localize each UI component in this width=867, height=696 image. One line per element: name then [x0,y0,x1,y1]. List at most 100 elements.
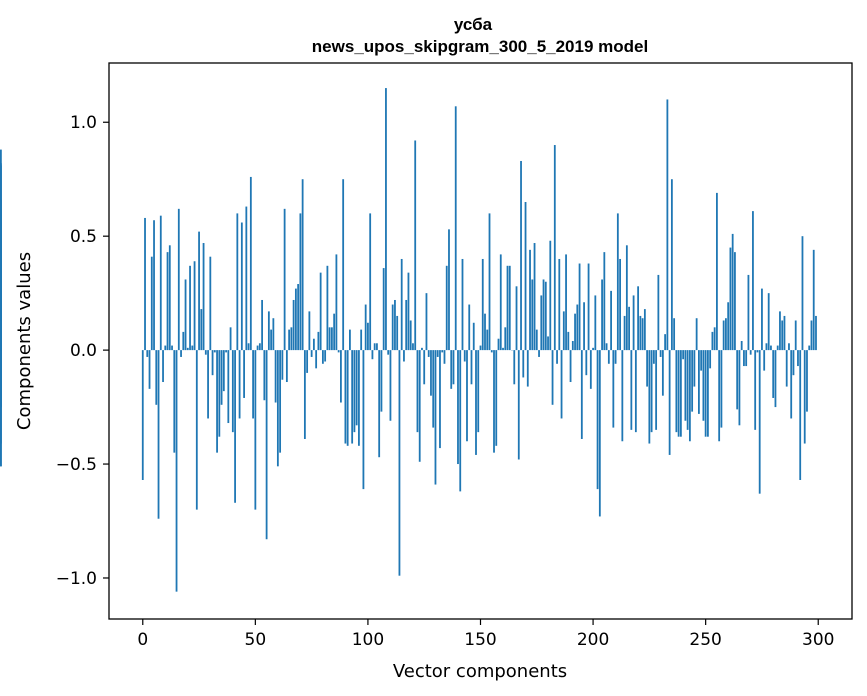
bar-115 [400,258,403,351]
bar-13 [171,345,173,351]
bar-261 [729,247,732,351]
bar-281 [774,350,777,408]
bar-99 [364,304,367,351]
bar-224 [646,350,649,387]
bar-60 [276,350,279,467]
bar-210 [614,350,617,364]
bar-158 [497,338,500,351]
bar-236 [673,318,676,351]
bar-113 [396,315,399,351]
bar-46 [245,206,248,351]
bar-251 [707,350,709,437]
bar-203 [598,350,601,517]
bar-53 [261,299,263,351]
x-tick-label: 100 [352,630,384,650]
bar-199 [589,350,592,389]
bar-187 [562,311,565,351]
bar-39 [229,327,232,351]
bar-165 [513,350,516,385]
bar-269 [747,274,750,351]
bar-299 [815,315,817,351]
bar-118 [407,272,410,351]
bar-undefined [0,350,2,467]
y-axis-label: Components values [14,252,35,430]
bar-249 [702,350,705,421]
bar-17 [180,350,182,357]
bar-41 [234,350,236,503]
bar-91 [346,350,349,446]
bar-267 [743,350,745,367]
bar-78 [317,331,320,351]
bar-65 [288,329,291,351]
bar-4 [150,256,153,351]
bar-159 [499,254,502,351]
bar-212 [619,258,621,351]
bar-154 [488,213,491,351]
bar-172 [529,249,531,351]
bar-101 [369,213,372,351]
bar-92 [349,329,351,351]
bar-292 [799,350,802,480]
bar-63 [283,208,286,351]
bar-45 [243,350,245,398]
bar-15 [175,350,178,592]
bar-138 [452,350,455,385]
bar-111 [391,304,394,351]
bar-155 [490,350,493,353]
bar-81 [324,350,327,362]
bar-61 [279,350,282,453]
bar-197 [585,350,588,376]
bar-151 [481,258,484,351]
bar-274 [758,350,761,494]
bar-223 [643,309,646,351]
bar-237 [675,350,678,433]
bar-88 [340,350,342,403]
bar-80 [321,350,324,364]
bar-136 [448,229,450,351]
bar-213 [621,350,624,442]
bar-181 [549,240,552,351]
bar-227 [652,350,655,364]
bar-178 [542,279,545,351]
bar-179 [544,281,547,351]
bar-86 [335,254,338,351]
bar-139 [454,106,457,351]
bar-202 [596,350,599,490]
bar-6 [155,350,158,405]
bar-160 [502,347,504,351]
bar-279 [770,345,772,351]
bar-280 [772,350,775,398]
bar-177 [540,295,543,351]
bar-191 [571,341,574,351]
bar-120 [412,343,414,351]
bar-96 [358,350,360,446]
bar-116 [403,350,405,362]
bar-146 [470,350,473,385]
bar-174 [533,243,536,351]
bar-11 [166,252,169,351]
bar-225 [648,350,651,444]
bar-132 [439,350,441,449]
bar-85 [333,313,336,351]
bar-149 [477,350,480,433]
bar-73 [306,350,309,373]
bar-260 [727,302,730,351]
bar-77 [315,350,318,369]
bar-18 [182,331,185,351]
bar-68 [294,288,297,351]
bar-230 [659,350,662,357]
bar-82 [326,265,329,351]
bar-66 [290,327,293,351]
bar-23 [193,261,196,351]
bar-57 [270,329,273,351]
bar-156 [493,350,495,453]
bar-128 [430,350,432,396]
bar-295 [806,350,808,412]
bar-141 [459,350,462,492]
bar-259 [725,318,727,351]
bar-28 [204,350,207,355]
bar-106 [380,350,383,412]
bar-48 [249,176,252,351]
bar-47 [247,343,250,351]
